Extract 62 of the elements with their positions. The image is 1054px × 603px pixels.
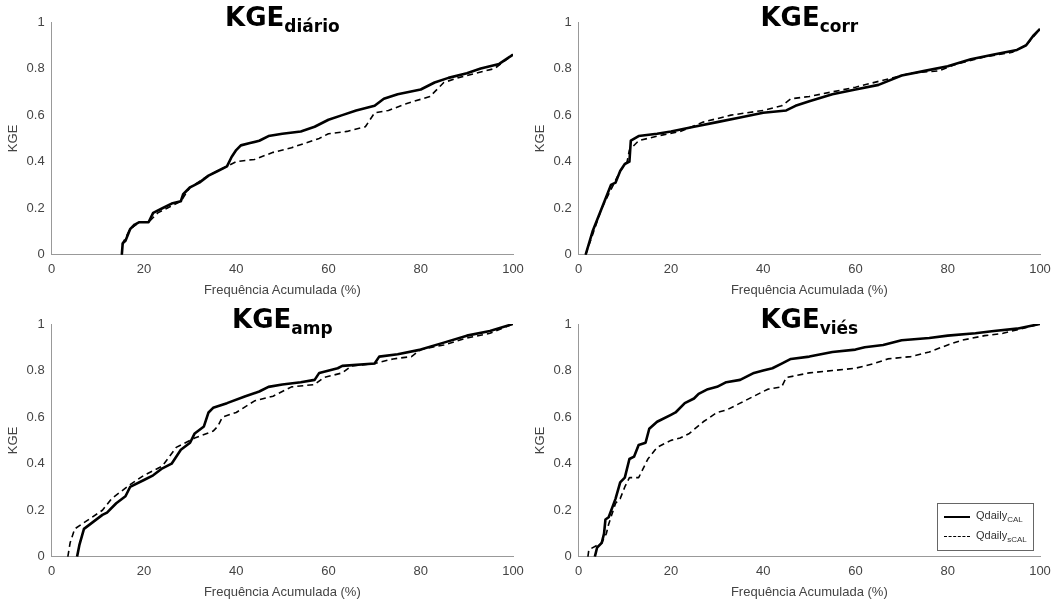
y-tick-label: 0.2 bbox=[553, 199, 572, 215]
x-tick-label: 40 bbox=[755, 261, 771, 277]
chart-title: KGE$_{corr}$ bbox=[760, 2, 859, 37]
y-tick-label: 0.8 bbox=[26, 362, 45, 378]
chart-title: KGE$_{viés}$ bbox=[760, 304, 859, 339]
x-tick-label: 80 bbox=[940, 261, 955, 277]
x-tick-label: 100 bbox=[502, 563, 524, 579]
x-tick-label: 80 bbox=[413, 261, 428, 277]
x-tick-label: 80 bbox=[413, 563, 428, 579]
y-tick-label: 0 bbox=[564, 246, 572, 262]
y-tick-label: 0.2 bbox=[553, 501, 572, 517]
y-axis-title: KGE bbox=[5, 124, 21, 153]
x-axis-title: Frequência Acumulada (%) bbox=[203, 583, 361, 599]
x-tick-label: 100 bbox=[1029, 261, 1051, 277]
x-tick-label: 40 bbox=[755, 563, 771, 579]
y-tick-label: 0.6 bbox=[553, 408, 572, 424]
x-axis-title: Frequência Acumulada (%) bbox=[730, 583, 888, 599]
x-tick-label: 60 bbox=[321, 563, 336, 579]
x-tick-label: 20 bbox=[136, 563, 152, 579]
chart-title: KGE$_{diário}$ bbox=[225, 2, 340, 37]
x-tick-label: 0 bbox=[575, 563, 583, 579]
y-tick-label: 0.8 bbox=[26, 60, 45, 76]
x-axis-title: Frequência Acumulada (%) bbox=[203, 281, 361, 297]
y-tick-label: 0.4 bbox=[553, 153, 572, 169]
y-tick-label: 0.6 bbox=[553, 106, 572, 122]
y-axis-title: KGE bbox=[532, 124, 548, 153]
y-tick-label: 0.8 bbox=[553, 362, 572, 378]
x-tick-label: 80 bbox=[940, 563, 955, 579]
y-tick-label: 1 bbox=[564, 13, 572, 29]
x-axis-title: Frequência Acumulada (%) bbox=[730, 281, 888, 297]
x-tick-label: 20 bbox=[663, 261, 679, 277]
y-axis-title: KGE bbox=[5, 426, 21, 455]
x-tick-label: 100 bbox=[1029, 563, 1051, 579]
x-tick-label: 0 bbox=[575, 261, 583, 277]
y-tick-label: 0.8 bbox=[553, 60, 572, 76]
x-tick-label: 60 bbox=[848, 261, 863, 277]
y-tick-label: 1 bbox=[37, 13, 45, 29]
y-tick-label: 0.2 bbox=[26, 501, 45, 517]
x-tick-label: 100 bbox=[502, 261, 524, 277]
x-tick-label: 60 bbox=[848, 563, 863, 579]
chart-title: KGE$_{amp}$ bbox=[232, 304, 333, 339]
legend-label: Qdaily$_{CAL}$ bbox=[976, 509, 1023, 525]
y-tick-label: 0.4 bbox=[26, 153, 45, 169]
x-tick-label: 60 bbox=[321, 261, 336, 277]
x-tick-label: 20 bbox=[136, 261, 152, 277]
x-tick-label: 0 bbox=[48, 563, 56, 579]
y-tick-label: 0.4 bbox=[553, 455, 572, 471]
y-tick-label: 0.2 bbox=[26, 199, 45, 215]
x-tick-label: 40 bbox=[228, 261, 244, 277]
x-tick-label: 40 bbox=[228, 563, 244, 579]
legend-label: Qdaily$_{sCAL}$ bbox=[976, 529, 1027, 545]
y-tick-label: 0.6 bbox=[26, 408, 45, 424]
y-tick-label: 0 bbox=[37, 548, 45, 564]
y-tick-label: 0.6 bbox=[26, 106, 45, 122]
y-tick-label: 0.4 bbox=[26, 455, 45, 471]
y-tick-label: 0 bbox=[37, 246, 45, 262]
x-tick-label: 20 bbox=[663, 563, 679, 579]
y-tick-label: 1 bbox=[564, 315, 572, 331]
x-tick-label: 0 bbox=[48, 261, 56, 277]
y-tick-label: 0 bbox=[564, 548, 572, 564]
y-tick-label: 1 bbox=[37, 315, 45, 331]
y-axis-title: KGE bbox=[532, 426, 548, 455]
